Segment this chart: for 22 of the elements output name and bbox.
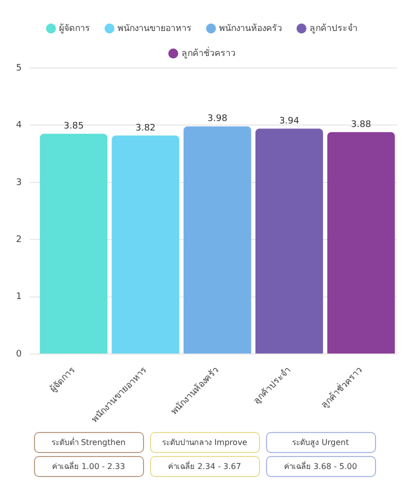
y-tick-label: 0 bbox=[16, 349, 22, 360]
data-label: 3.98 bbox=[207, 114, 228, 124]
data-label: 3.85 bbox=[64, 122, 84, 132]
data-label: 3.94 bbox=[279, 116, 300, 126]
data-label: 3.88 bbox=[351, 120, 372, 130]
text: ค่าเฉลี่ย 3.68 - 5.00 bbox=[266, 456, 376, 477]
text: ค่าเฉลี่ย 1.00 - 2.33 bbox=[34, 456, 144, 477]
legend-label: ผู้จัดการ bbox=[59, 22, 90, 34]
legend-label: พนักงานห้องครัว bbox=[219, 22, 282, 34]
text: ระดับปานกลาง Improve bbox=[150, 432, 260, 453]
y-tick-label: 3 bbox=[16, 178, 22, 188]
legend-label: พนักงานขายอาหาร bbox=[118, 24, 192, 34]
text: ระดับต่ำ Strengthen bbox=[34, 432, 144, 453]
text: ระดับสูง Urgent bbox=[266, 432, 376, 453]
y-tick-label: 1 bbox=[16, 292, 22, 302]
text: ค่าเฉลี่ย 2.34 - 3.67 bbox=[150, 456, 260, 477]
legend-label: ลูกค้าประจำ bbox=[310, 22, 358, 34]
y-tick-label: 4 bbox=[16, 120, 22, 131]
data-label: 3.82 bbox=[135, 123, 156, 134]
y-tick-label: 2 bbox=[16, 234, 22, 245]
y-tick-label: 5 bbox=[16, 63, 22, 74]
legend-label: ลูกค้าชั่วคราว bbox=[181, 46, 236, 59]
